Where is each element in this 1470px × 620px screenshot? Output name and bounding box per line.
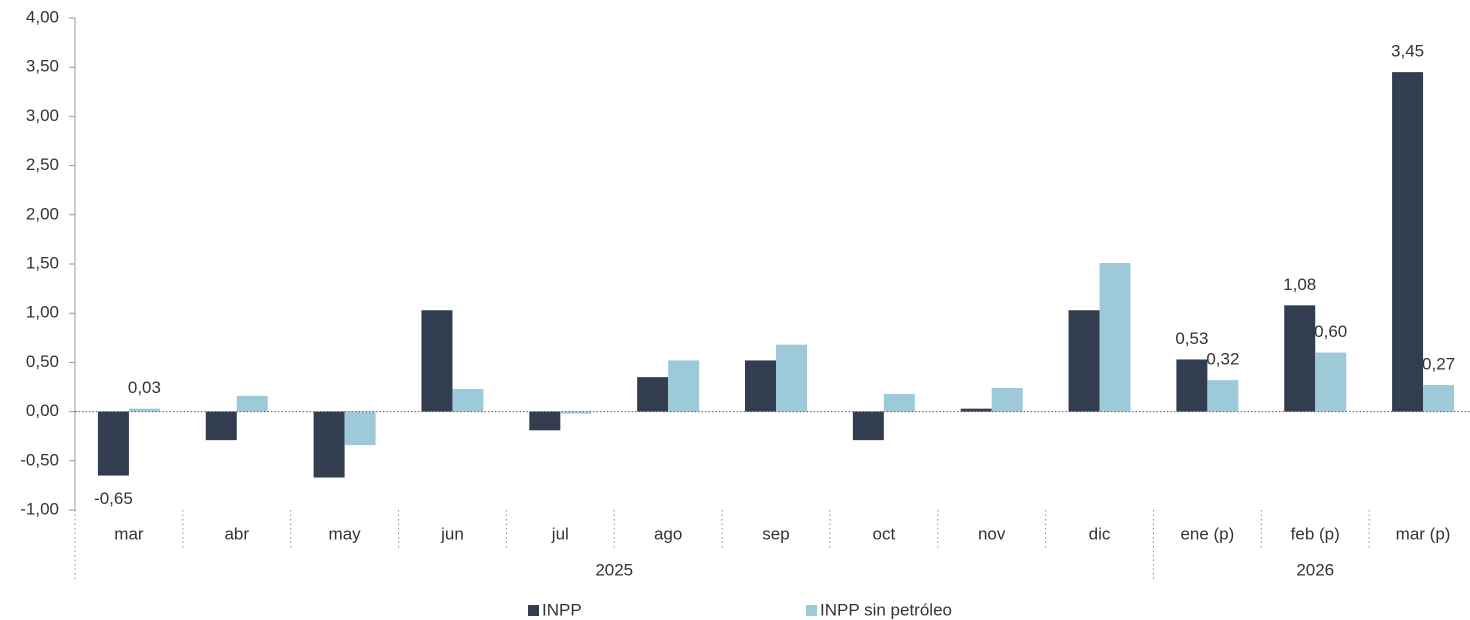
legend-label: INPP sin petróleo: [820, 600, 952, 619]
bar: [529, 411, 561, 431]
legend-label: INPP: [542, 600, 582, 619]
bar: [344, 411, 376, 446]
bar: [560, 411, 592, 414]
x-tick-label: abr: [224, 524, 249, 543]
y-tick-label: 0,00: [26, 401, 59, 420]
y-tick-label: -0,50: [20, 450, 59, 469]
bar: [1099, 263, 1131, 412]
data-label: 0,03: [128, 378, 161, 397]
x-tick-label: nov: [978, 524, 1006, 543]
y-tick-label: 3,50: [26, 57, 59, 76]
bar: [452, 388, 484, 412]
bar: [776, 344, 807, 412]
x-tick-label: may: [329, 524, 362, 543]
data-label: 3,45: [1391, 42, 1424, 61]
data-label: 1,08: [1283, 275, 1316, 294]
bar: [852, 411, 884, 441]
y-tick-label: 2,00: [26, 204, 59, 223]
x-tick-label: sep: [762, 524, 789, 543]
bar: [668, 360, 700, 412]
legend-swatch: [528, 605, 539, 616]
x-tick-label: ene (p): [1180, 524, 1234, 543]
data-label: -0,65: [94, 489, 133, 508]
bar: [1068, 310, 1100, 412]
data-label: 0,32: [1206, 350, 1239, 369]
x-tick-label: mar (p): [1396, 524, 1451, 543]
bar: [883, 393, 915, 412]
bar: [1392, 72, 1424, 412]
x-tick-label: ago: [654, 524, 682, 543]
y-tick-label: 2,50: [26, 155, 59, 174]
bar: [97, 411, 129, 476]
bar: [128, 408, 160, 412]
bar: [1207, 380, 1239, 412]
bar: [421, 310, 453, 412]
x-tick-label: jul: [551, 524, 569, 543]
bar: [637, 377, 669, 412]
x-tick-label: oct: [873, 524, 896, 543]
bar: [1423, 385, 1455, 412]
x-tick-label: feb (p): [1291, 524, 1340, 543]
group-label: 2025: [595, 560, 633, 579]
bar: [1315, 352, 1347, 412]
x-tick-label: jun: [440, 524, 464, 543]
y-tick-label: 1,50: [26, 253, 59, 272]
bar: [313, 411, 345, 478]
group-label: 2026: [1296, 560, 1334, 579]
bar: [1284, 305, 1316, 412]
data-label: 0,53: [1175, 329, 1208, 348]
y-tick-label: 1,00: [26, 303, 59, 322]
y-tick-label: 4,00: [26, 7, 59, 26]
legend-swatch: [806, 605, 817, 616]
bar: [991, 387, 1023, 412]
data-label: 0,60: [1314, 322, 1347, 341]
y-tick-label: 3,00: [26, 106, 59, 125]
y-tick-label: 0,50: [26, 352, 59, 371]
y-tick-label: -1,00: [20, 499, 59, 518]
bar: [960, 408, 992, 412]
x-tick-label: dic: [1089, 524, 1111, 543]
bar: [236, 395, 268, 412]
bar: [205, 411, 237, 441]
data-label: 0,27: [1422, 355, 1455, 374]
bar: [745, 360, 776, 412]
x-tick-label: mar: [114, 524, 144, 543]
bar: [1176, 359, 1208, 412]
